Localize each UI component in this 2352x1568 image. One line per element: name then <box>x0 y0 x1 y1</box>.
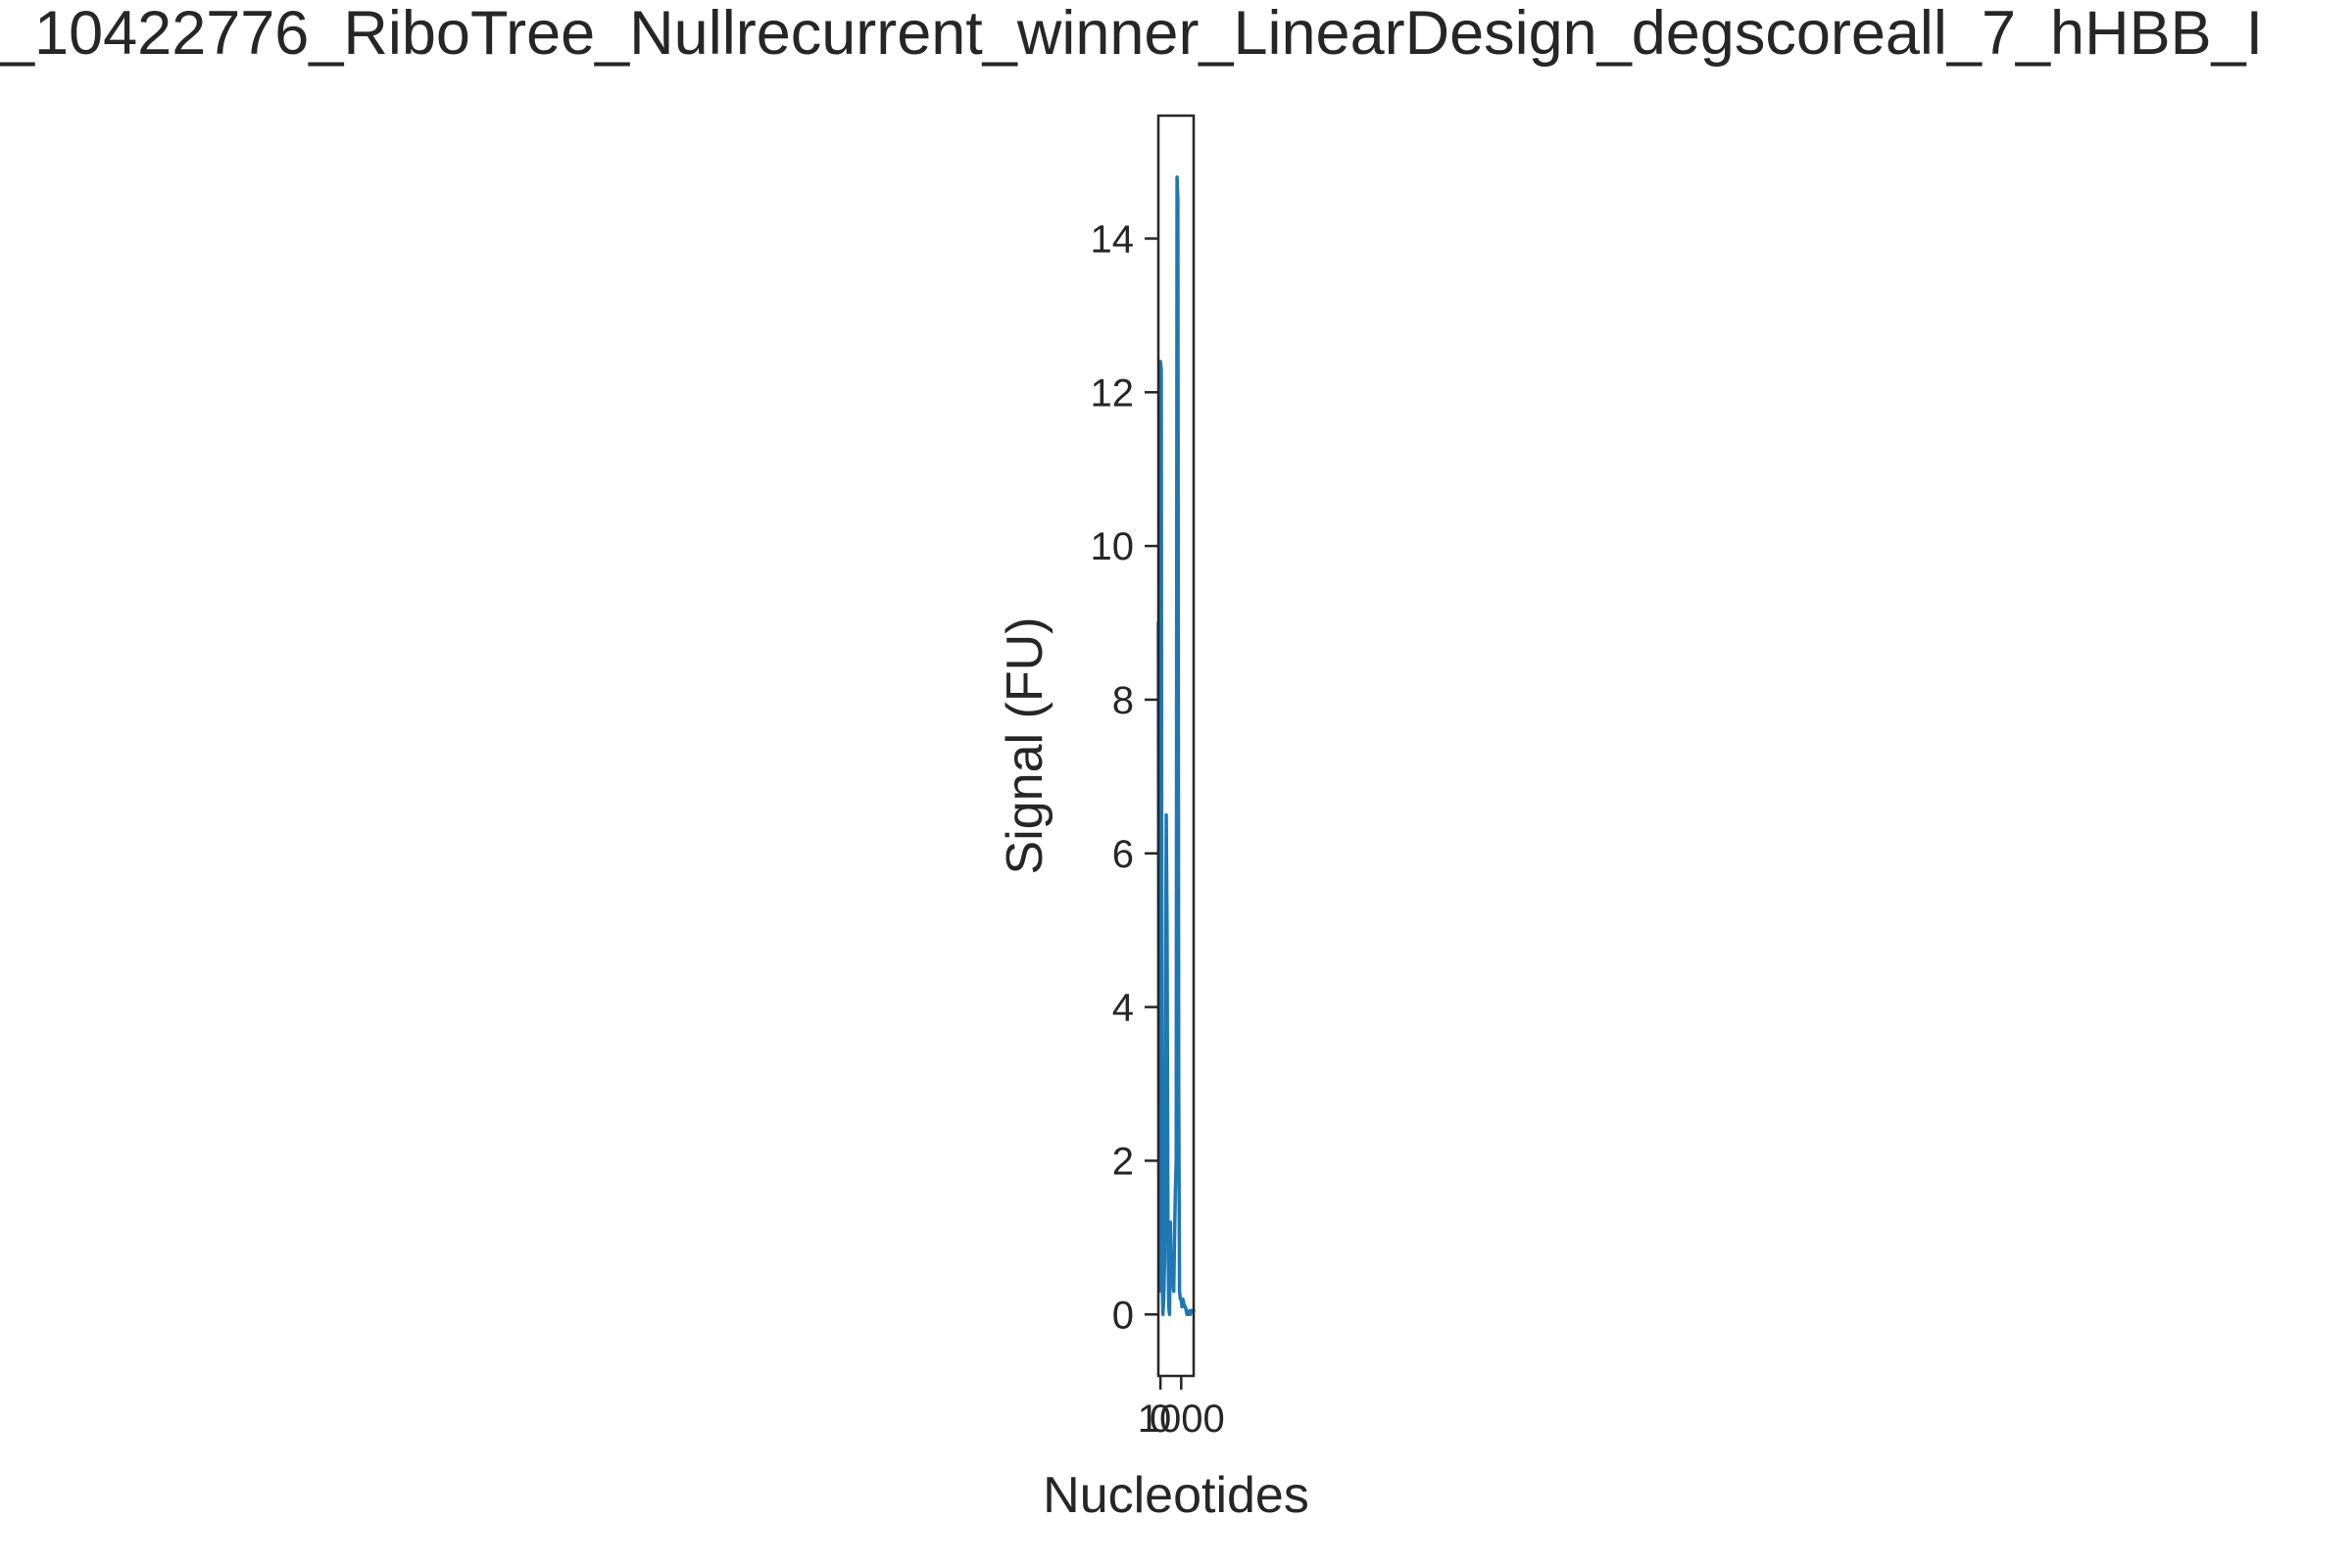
chart-title: _10422776_RiboTree_Nullrecurrent_winner_… <box>0 0 2263 68</box>
y-tick-label: 8 <box>1112 679 1134 722</box>
y-tick-label: 12 <box>1091 371 1135 415</box>
y-axis-ticks: 0 2 4 6 8 10 12 14 <box>1091 218 1158 1337</box>
series-group <box>1156 174 1196 1317</box>
y-tick-label: 14 <box>1091 218 1135 261</box>
y-tick-label: 2 <box>1112 1140 1134 1183</box>
y-tick-label: 4 <box>1112 987 1134 1030</box>
series-line-signal <box>1156 174 1196 1317</box>
x-tick-label: 0 <box>1150 1397 1171 1441</box>
y-tick-label: 6 <box>1112 833 1134 876</box>
axes-frame <box>1156 114 1196 1378</box>
x-tick-label: 1000 <box>1138 1397 1225 1441</box>
y-axis-label: Signal (FU) <box>997 617 1054 875</box>
x-axis-label: Nucleotides <box>1043 1467 1309 1524</box>
y-tick-label: 0 <box>1112 1294 1134 1337</box>
plot-area <box>1156 114 1196 1378</box>
y-tick-label: 10 <box>1091 525 1135 568</box>
